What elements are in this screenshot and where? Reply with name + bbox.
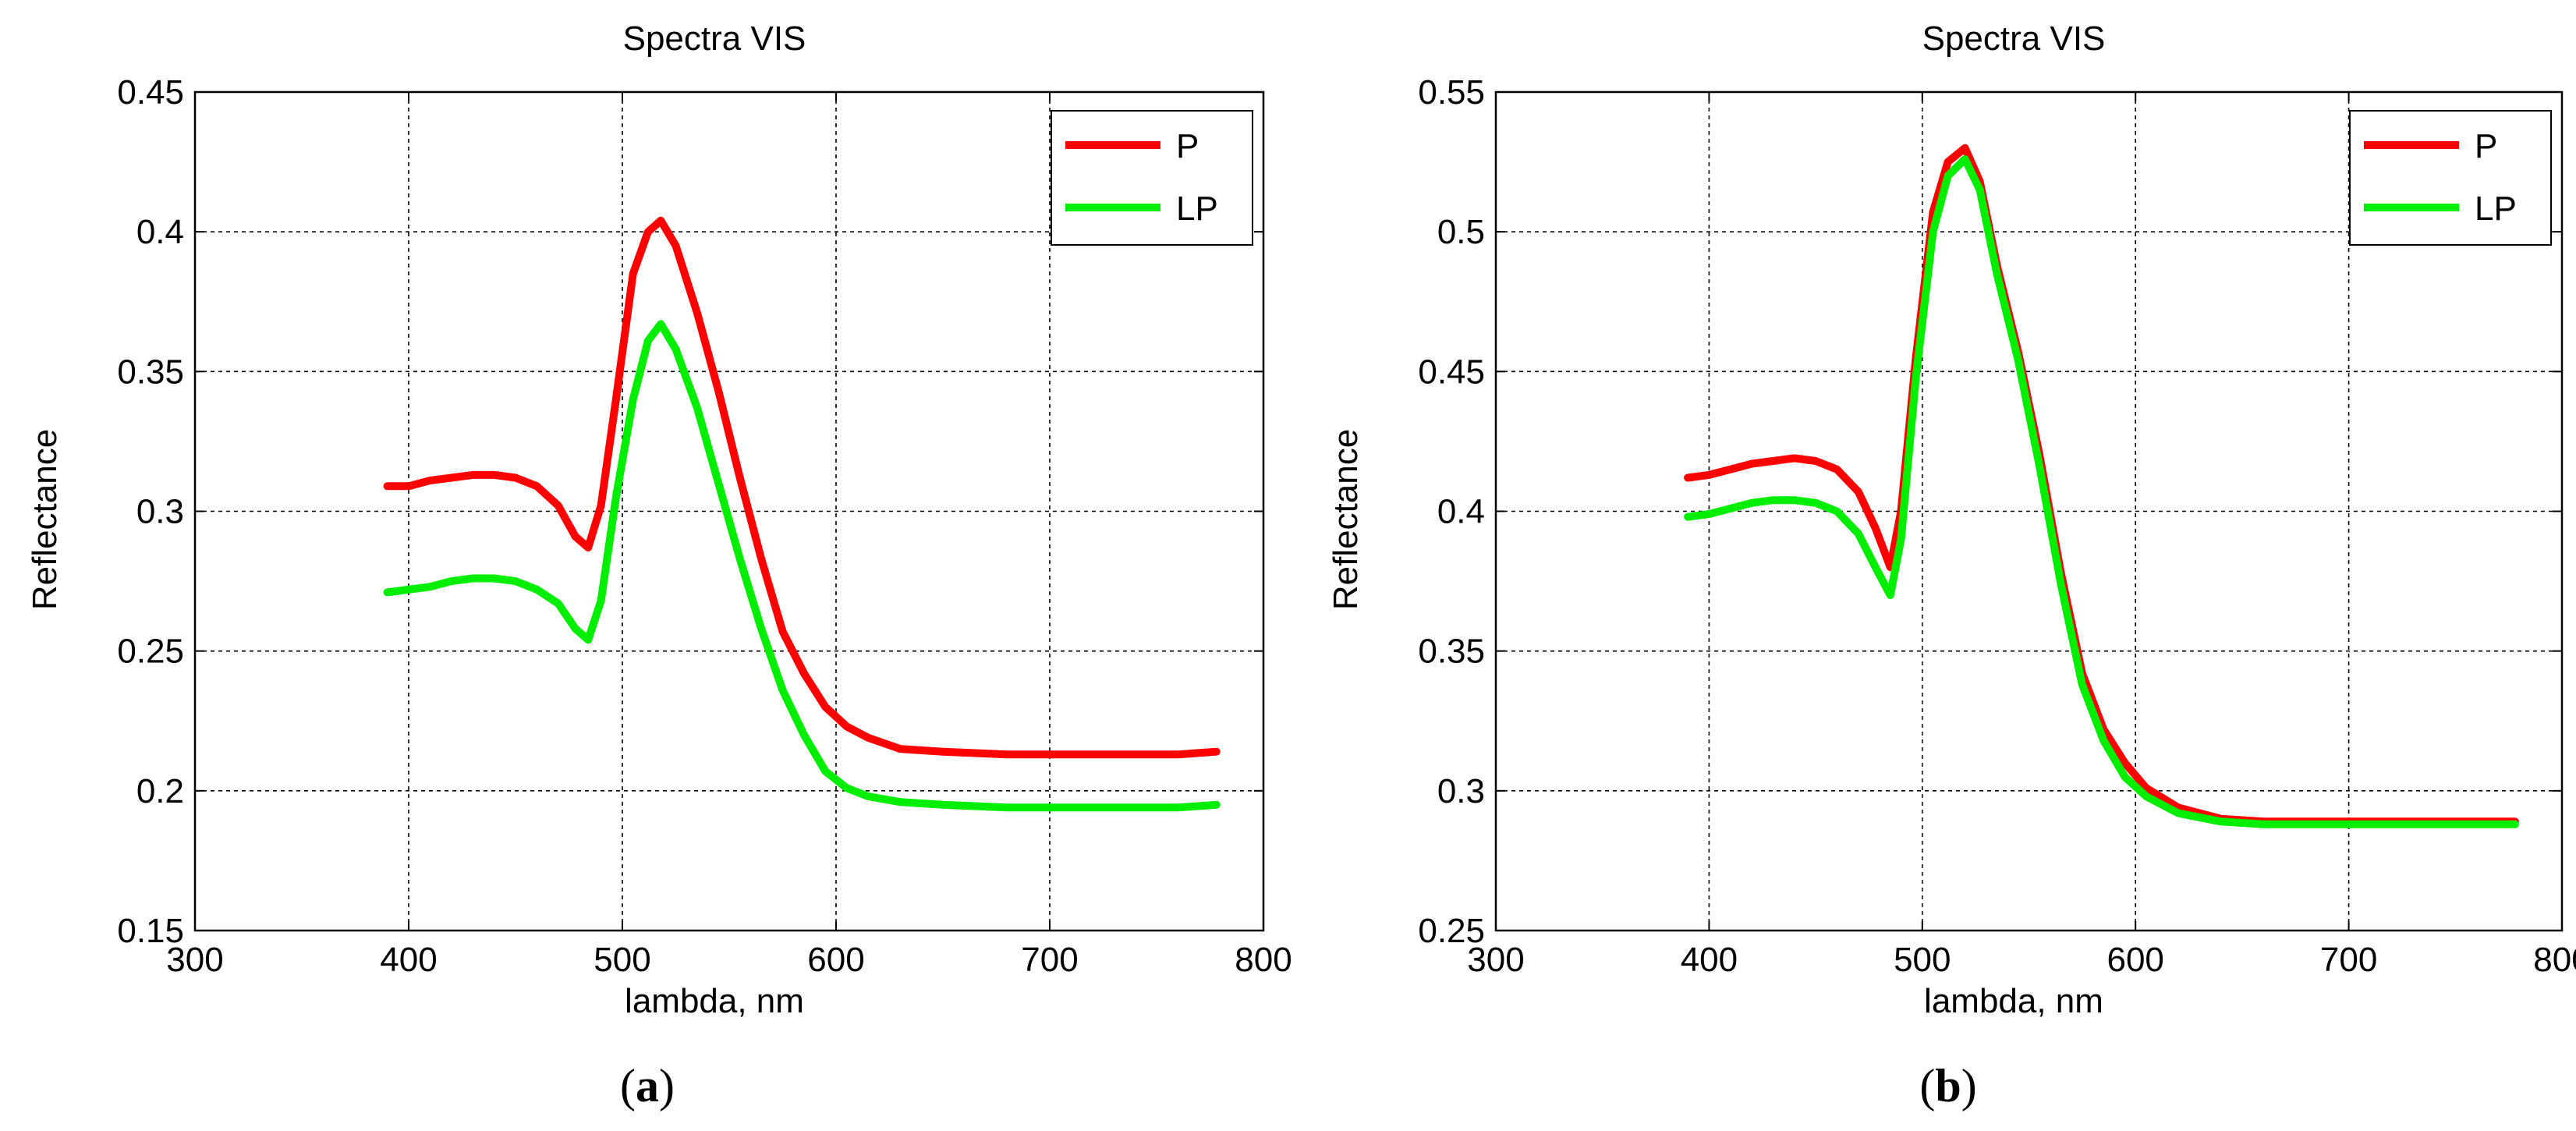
x-tick-labels: 300 400 500 600 700 800 [1467,92,2576,979]
x-tick-label: 600 [807,941,864,979]
legend-box [1051,110,1253,246]
panel-caption-a: (a) [620,1060,675,1112]
y-tick-label: 0.25 [1418,912,1485,950]
x-tick-labels: 300 400 500 600 700 800 [166,92,1292,979]
series-line-p [383,216,1221,759]
x-tick-label: 300 [166,941,223,979]
y-tick-label: 0.2 [136,772,184,810]
caption-open-paren: ( [1919,1060,1935,1112]
y-tick-label: 0.15 [117,912,184,950]
x-tick-label: 800 [2533,941,2576,979]
y-tick-label: 0.25 [117,633,184,671]
y-tick-labels: 0.15 0.2 0.25 0.3 0.35 0.4 0.45 [117,73,1263,950]
series-line-p [1684,144,2519,826]
caption-open-paren: ( [620,1060,636,1112]
x-tick-label: 400 [1681,941,1738,979]
y-axis-label: Reflectance [1327,429,1365,610]
x-tick-label: 500 [594,941,650,979]
legend-label-p: P [2475,127,2497,165]
series-line-lp [1684,155,2519,828]
y-tick-label: 0.45 [1418,353,1485,391]
legend: P LP [2349,110,2552,246]
chart-title: Spectra VIS [623,20,806,58]
caption-letter: b [1935,1060,1961,1112]
chart-title: Spectra VIS [1922,20,2106,58]
y-tick-label: 0.35 [1418,633,1485,671]
x-tick-label: 700 [1021,941,1078,979]
legend-label-lp: LP [1176,190,1218,228]
caption-close-paren: ) [1961,1060,1977,1112]
y-tick-label: 0.4 [1437,493,1485,531]
panel-caption-b: (b) [1919,1060,1976,1112]
plot-frame [193,90,1265,932]
y-tick-label: 0.4 [136,213,184,251]
series-lines [1684,144,2519,828]
plot-frame [1494,90,2564,932]
y-axis-label: Reflectance [26,429,64,610]
caption-letter: a [636,1060,659,1112]
y-tick-labels: 0.25 0.3 0.35 0.4 0.45 0.5 0.55 [1418,73,2562,950]
x-axis-label: lambda, nm [625,982,804,1020]
y-tick-label: 0.45 [117,73,184,112]
x-tick-label: 400 [380,941,437,979]
legend-box [2349,110,2552,246]
legend: P LP [1051,110,1253,246]
x-axis-label: lambda, nm [1924,982,2103,1020]
y-tick-label: 0.3 [136,493,184,531]
x-tick-label: 300 [1467,941,1524,979]
x-tick-label: 700 [2320,941,2377,979]
grid [1496,92,2562,931]
y-tick-label: 0.55 [1418,73,1485,112]
legend-label-p: P [1176,127,1199,165]
y-tick-label: 0.35 [117,353,184,391]
y-tick-label: 0.5 [1437,213,1485,251]
series-line-lp [383,320,1221,812]
x-tick-label: 600 [2107,941,2163,979]
caption-close-paren: ) [659,1060,675,1112]
legend-label-lp: LP [2475,190,2517,228]
y-tick-label: 0.3 [1437,772,1485,810]
x-tick-label: 800 [1235,941,1292,979]
x-tick-label: 500 [1894,941,1951,979]
series-lines [383,216,1221,812]
chart-panel-a: Spectra VIS 300 400 500 600 700 800 0.150.20.… [26,20,1292,1112]
